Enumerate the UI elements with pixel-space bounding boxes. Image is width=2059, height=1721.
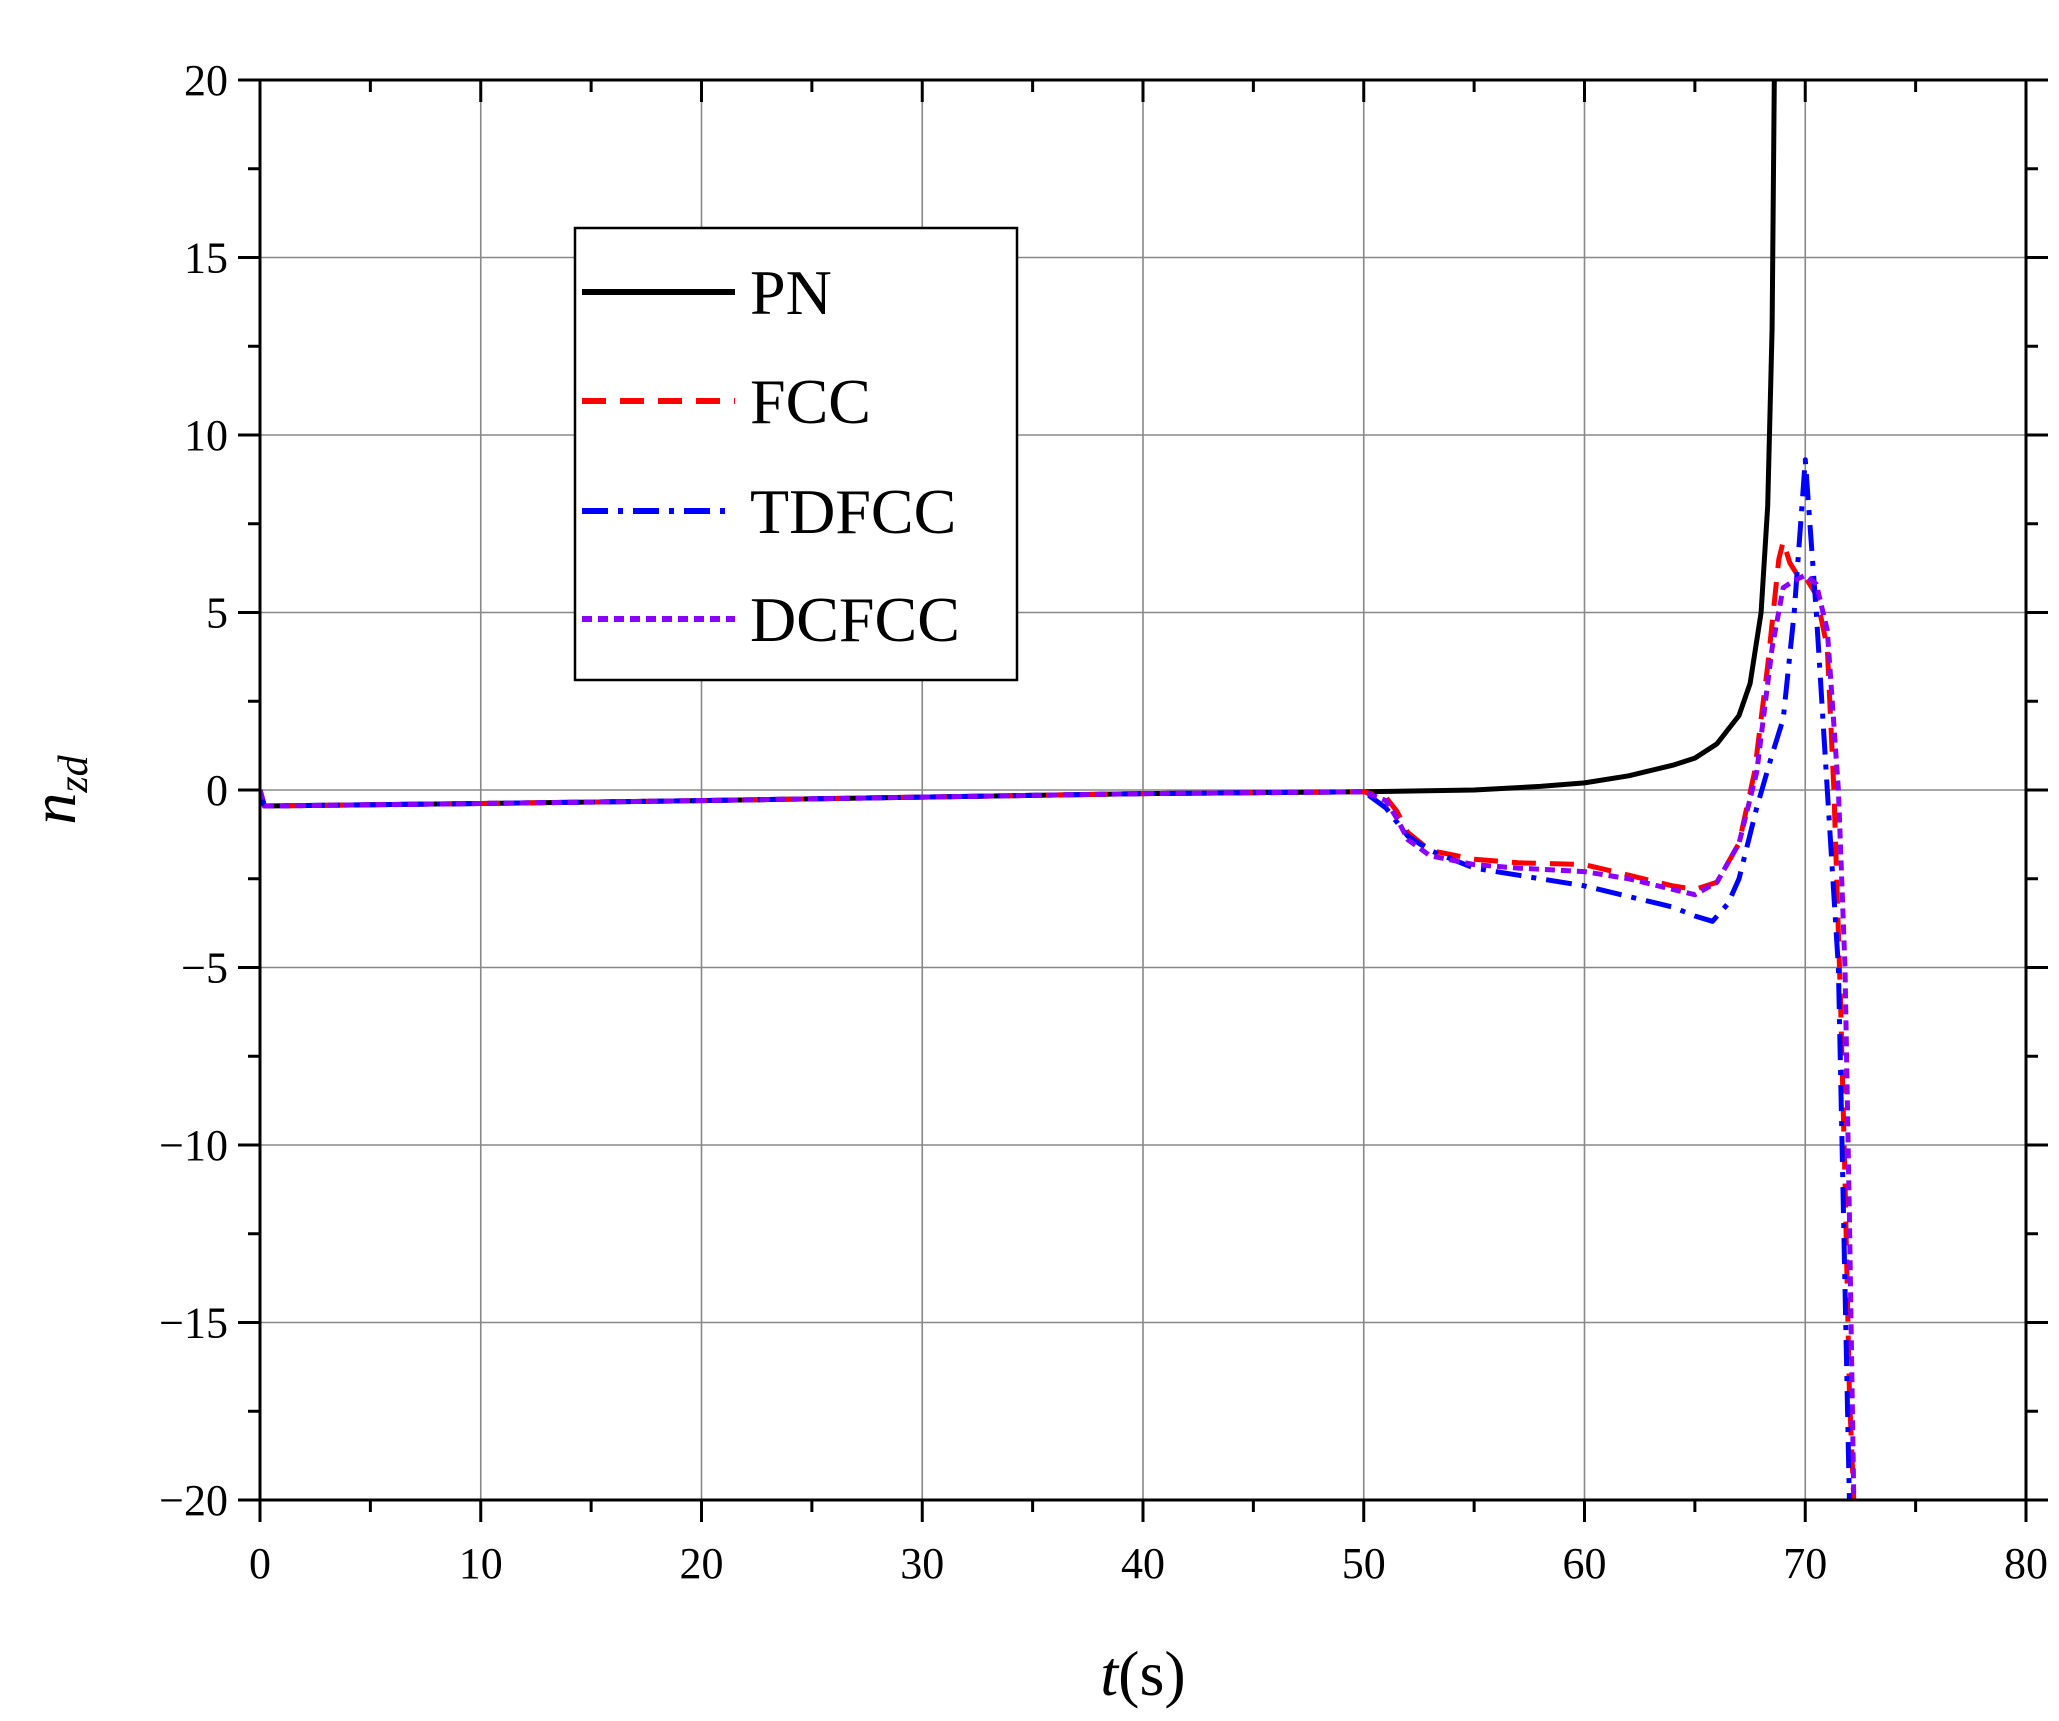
legend: PN FCC TDFCC DCFCC bbox=[573, 226, 1019, 682]
y-tick-label: 15 bbox=[184, 234, 228, 283]
y-axis-title: nzd bbox=[18, 754, 97, 824]
ticks bbox=[238, 78, 2048, 1522]
y-tick-label: −5 bbox=[181, 944, 228, 993]
x-axis-title-main: t bbox=[1100, 1638, 1120, 1709]
legend-label-fcc: FCC bbox=[750, 366, 871, 437]
y-tick-label: 5 bbox=[206, 589, 228, 638]
legend-label-pn: PN bbox=[750, 257, 832, 328]
x-tick-label: 50 bbox=[1342, 1539, 1386, 1588]
y-tick-label: −15 bbox=[159, 1299, 228, 1348]
x-tick-label: 0 bbox=[249, 1539, 271, 1588]
x-tick-label: 10 bbox=[459, 1539, 503, 1588]
x-tick-label: 60 bbox=[1563, 1539, 1607, 1588]
y-tick-label: 10 bbox=[184, 411, 228, 460]
x-axis-title: t(s) bbox=[1100, 1638, 1185, 1709]
x-tick-label: 30 bbox=[900, 1539, 944, 1588]
series-line-pn bbox=[260, 80, 1777, 809]
x-tick-label: 20 bbox=[680, 1539, 724, 1588]
y-axis-title-subscript: zd bbox=[51, 754, 97, 793]
y-tick-label: 0 bbox=[206, 766, 228, 815]
y-axis-title-main: n bbox=[18, 793, 89, 825]
legend-label-tdfcc: TDFCC bbox=[750, 476, 956, 547]
series-line-dcfcc bbox=[260, 572, 1857, 1500]
x-tick-label: 40 bbox=[1121, 1539, 1165, 1588]
series-layer bbox=[260, 80, 1857, 1500]
y-tick-label: −10 bbox=[159, 1121, 228, 1170]
legend-box bbox=[573, 226, 1019, 682]
x-tick-label: 70 bbox=[1783, 1539, 1827, 1588]
y-tick-label: −20 bbox=[159, 1476, 228, 1525]
x-tick-label: 80 bbox=[2004, 1539, 2048, 1588]
y-tick-label: 20 bbox=[184, 56, 228, 105]
x-axis-title-unit: (s) bbox=[1118, 1638, 1186, 1709]
legend-label-dcfcc: DCFCC bbox=[750, 584, 960, 655]
tick-labels: 0 10 20 30 40 50 60 70 80 −20 −15 −10 −5 0 5 10 15 20 bbox=[159, 56, 2048, 1588]
